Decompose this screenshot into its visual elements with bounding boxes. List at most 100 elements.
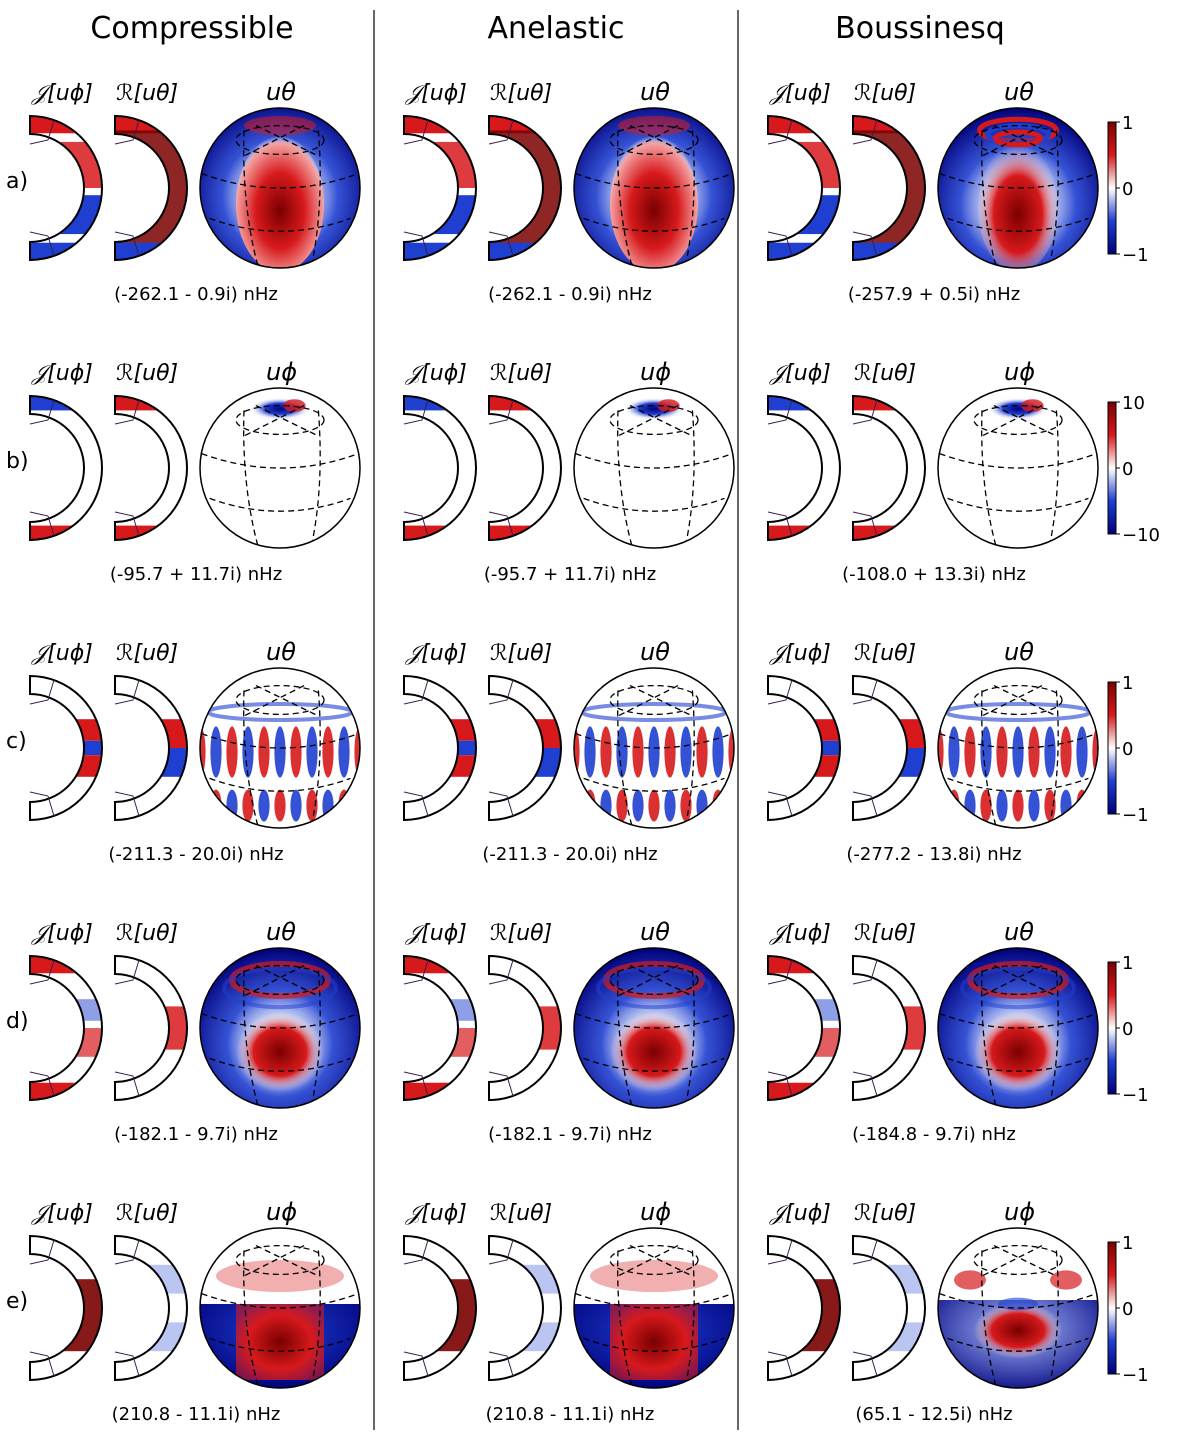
colorbar-tick: 1 [1122,953,1133,974]
eigenfrequency: (-211.3 - 20.0i) nHz [482,844,657,865]
sphere-map [573,947,735,1109]
real-utheta-cross-section [488,394,562,542]
eigenfrequency: (-262.1 - 0.9i) nHz [114,284,278,305]
real-utheta-cross-section [488,954,562,1102]
eigenfrequency: (-211.3 - 20.0i) nHz [108,844,283,865]
real-label: ℛ[uθ] [854,921,916,946]
imag-uphi-cross-section [403,954,477,1102]
imag-label: 𝒥[uϕ] [31,361,93,386]
imag-label: 𝒥[uϕ] [405,361,467,386]
eigenfrequency: (-182.1 - 9.7i) nHz [114,1124,278,1145]
real-label: ℛ[uθ] [490,641,552,666]
eigenfrequency: (210.8 - 11.1i) nHz [112,1404,281,1425]
sphere-map [937,947,1099,1109]
sphere-map [199,107,361,269]
sphere-var-label: uθ [640,918,670,946]
colorbar-tick: −1 [1122,245,1149,266]
colorbar-tick: 1 [1122,673,1133,694]
real-utheta-cross-section [114,1234,188,1382]
sphere-var-label: uθ [1004,918,1034,946]
real-utheta-cross-section [852,954,926,1102]
real-utheta-cross-section [488,1234,562,1382]
real-label: ℛ[uθ] [116,1201,178,1226]
sphere-var-label: uθ [266,78,296,106]
imag-label: 𝒥[uϕ] [769,641,831,666]
colorbar-tick: 0 [1122,739,1133,760]
imag-uphi-cross-section [403,674,477,822]
sphere-map [937,387,1099,549]
sphere-map [573,387,735,549]
eigenfrequency: (-262.1 - 0.9i) nHz [488,284,652,305]
column-title: Anelastic [488,11,625,46]
real-utheta-cross-section [488,674,562,822]
colorbar-tick: −10 [1122,525,1160,546]
eigenfrequency: (-108.0 + 13.3i) nHz [842,564,1026,585]
real-label: ℛ[uθ] [116,81,178,106]
imag-label: 𝒥[uϕ] [769,361,831,386]
sphere-var-label: uϕ [1004,1198,1035,1226]
imag-label: 𝒥[uϕ] [769,1201,831,1226]
eigenfrequency: (-182.1 - 9.7i) nHz [488,1124,652,1145]
colorbar-tick: 1 [1122,1233,1133,1254]
imag-uphi-cross-section [767,674,841,822]
sphere-var-label: uθ [640,638,670,666]
sphere-var-label: uθ [266,638,296,666]
column-title: Boussinesq [835,11,1005,46]
real-label: ℛ[uθ] [490,361,552,386]
imag-label: 𝒥[uϕ] [405,81,467,106]
imag-uphi-cross-section [767,394,841,542]
imag-uphi-cross-section [29,674,103,822]
eigenfrequency: (-184.8 - 9.7i) nHz [852,1124,1016,1145]
real-label: ℛ[uθ] [490,921,552,946]
sphere-map [573,107,735,269]
sphere-map [573,1227,735,1389]
real-utheta-cross-section [852,1234,926,1382]
real-utheta-cross-section [114,954,188,1102]
row-label: c) [6,729,27,754]
column-title: Compressible [90,11,293,46]
imag-label: 𝒥[uϕ] [31,1201,93,1226]
real-label: ℛ[uθ] [854,641,916,666]
real-label: ℛ[uθ] [116,641,178,666]
row-label: e) [6,1289,28,1314]
sphere-var-label: uϕ [266,358,297,386]
colorbar-tick: −1 [1122,1085,1149,1106]
eigenfrequency: (-277.2 - 13.8i) nHz [846,844,1021,865]
eigenfrequency: (-95.7 + 11.7i) nHz [484,564,656,585]
colorbar: 1 0 −1 [1107,113,1149,266]
colorbar-tick: −1 [1122,1365,1149,1386]
eigenfrequency: (-257.9 + 0.5i) nHz [848,284,1020,305]
row-label: d) [6,1009,29,1034]
real-utheta-cross-section [114,114,188,262]
sphere-var-label: uϕ [1004,358,1035,386]
imag-uphi-cross-section [403,394,477,542]
row-label: b) [6,449,29,474]
colorbar: 1 0 −1 [1107,673,1149,826]
row-label: a) [6,169,28,194]
sphere-var-label: uϕ [640,358,671,386]
imag-label: 𝒥[uϕ] [31,81,93,106]
colorbar-tick: 0 [1122,1019,1133,1040]
sphere-var-label: uϕ [266,1198,297,1226]
colorbar: 1 0 −1 [1107,1233,1149,1386]
imag-label: 𝒥[uϕ] [31,921,93,946]
real-label: ℛ[uθ] [116,921,178,946]
imag-uphi-cross-section [29,1234,103,1382]
imag-uphi-cross-section [767,114,841,262]
real-utheta-cross-section [488,114,562,262]
imag-label: 𝒥[uϕ] [769,921,831,946]
sphere-var-label: uθ [640,78,670,106]
sphere-map [199,947,361,1109]
sphere-map [937,1227,1099,1389]
imag-uphi-cross-section [403,1234,477,1382]
colorbar: 1 0 −1 [1107,953,1149,1106]
colorbar-tick: 0 [1122,179,1133,200]
real-label: ℛ[uθ] [854,1201,916,1226]
imag-uphi-cross-section [403,114,477,262]
sphere-var-label: uθ [1004,78,1034,106]
sphere-map [199,667,361,829]
imag-label: 𝒥[uϕ] [769,81,831,106]
imag-uphi-cross-section [29,394,103,542]
sphere-map [199,387,361,549]
colorbar-tick: 10 [1122,393,1145,414]
